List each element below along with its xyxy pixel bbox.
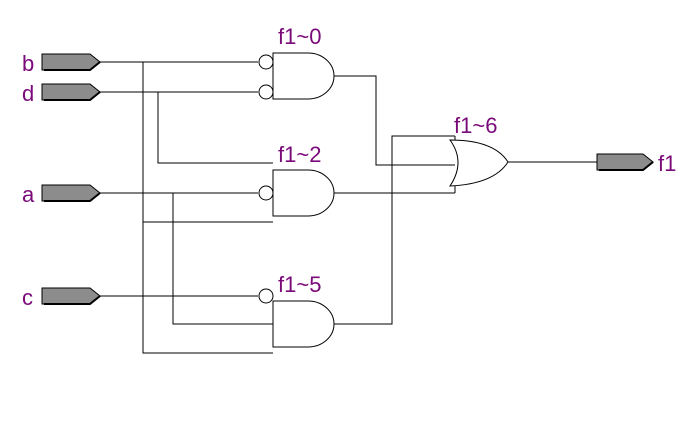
input-label-c: c xyxy=(22,285,33,310)
wire-a-branch xyxy=(172,193,273,325)
gate-label-f1-0: f1~0 xyxy=(278,24,321,49)
and-gate-f1-0: f1~0 xyxy=(258,24,335,100)
input-label-d: d xyxy=(22,81,34,106)
input-port-c: c xyxy=(22,285,101,310)
or-gate-f1-6: f1~6 xyxy=(449,113,509,193)
and-gate-f1-2: f1~2 xyxy=(258,142,335,217)
wire-d-branch xyxy=(157,92,273,164)
inverter-bubble xyxy=(258,54,274,70)
gate-label-f1-6: f1~6 xyxy=(454,113,497,138)
and-gate-f1-5: f1~5 xyxy=(258,272,335,348)
wire-and5-out xyxy=(334,135,455,325)
inverter-bubble xyxy=(258,288,274,304)
output-port-f1: f1 xyxy=(596,151,676,176)
input-port-a: a xyxy=(22,182,101,207)
input-port-d: d xyxy=(22,81,101,106)
input-label-b: b xyxy=(22,51,34,76)
wire-b-branch xyxy=(142,62,273,354)
gate-label-f1-5: f1~5 xyxy=(278,272,321,297)
input-label-a: a xyxy=(22,182,35,207)
input-port-b: b xyxy=(22,51,101,76)
wire-and0-out xyxy=(334,75,455,166)
output-label-f1: f1 xyxy=(658,151,676,176)
inverter-bubble xyxy=(258,185,274,201)
gate-label-f1-2: f1~2 xyxy=(278,142,321,167)
inverter-bubble xyxy=(258,84,274,100)
wires xyxy=(100,61,597,354)
